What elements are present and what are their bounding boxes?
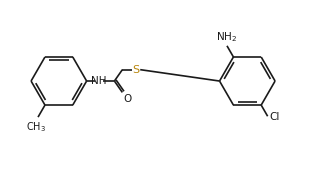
Text: NH$_2$: NH$_2$ [216,30,238,44]
Text: CH$_3$: CH$_3$ [26,120,46,134]
Text: O: O [123,94,132,104]
Text: Cl: Cl [270,112,280,122]
Text: NH: NH [91,76,106,86]
Text: S: S [133,65,140,75]
